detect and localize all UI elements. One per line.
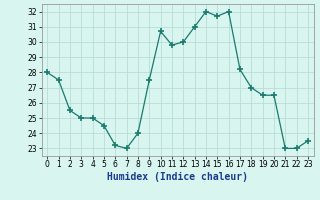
X-axis label: Humidex (Indice chaleur): Humidex (Indice chaleur) [107, 172, 248, 182]
